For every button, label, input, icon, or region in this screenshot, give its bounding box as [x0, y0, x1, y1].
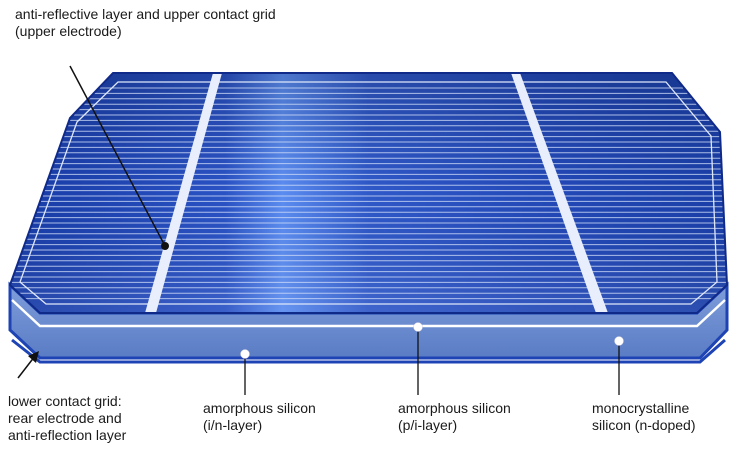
label-line: lower contact grid:	[8, 393, 122, 409]
label-line: (i/n-layer)	[203, 417, 263, 433]
layer-boundary-line	[11, 299, 726, 328]
label-line: anti-reflective layer and upper contact …	[15, 6, 276, 22]
finger-grid	[10, 87, 727, 300]
marker-dot-top	[161, 242, 169, 250]
label-line: anti-reflection layer	[8, 427, 127, 443]
label-line: (p/i-layer)	[398, 417, 458, 433]
leader-line-top	[69, 65, 165, 245]
busbar	[511, 73, 608, 313]
label-line: silicon (n-doped)	[592, 417, 696, 433]
busbar	[145, 73, 222, 313]
grid-frame-line	[19, 81, 718, 305]
label-lower-contact-grid: lower contact grid: rear electrode and a…	[8, 393, 126, 444]
marker-dot-mono	[614, 336, 624, 346]
leader-line-lower-grid	[17, 355, 36, 379]
bottom-edge-line	[11, 338, 726, 364]
marker-dot-amorphous-in	[240, 349, 250, 359]
label-line: rear electrode and	[8, 410, 122, 426]
label-line: amorphous silicon	[398, 400, 511, 416]
label-amorphous-silicon-in: amorphous silicon (i/n-layer)	[203, 400, 316, 434]
label-line: (upper electrode)	[15, 23, 122, 39]
arrowhead-lower-grid	[28, 351, 39, 363]
label-monocrystalline-silicon: monocrystalline silicon (n-doped)	[592, 400, 696, 434]
marker-dot-amorphous-pi	[413, 322, 423, 332]
label-line: monocrystalline	[592, 400, 690, 416]
label-line: amorphous silicon	[203, 400, 316, 416]
label-amorphous-silicon-pi: amorphous silicon (p/i-layer)	[398, 400, 511, 434]
label-anti-reflective-layer: anti-reflective layer and upper contact …	[15, 6, 276, 40]
